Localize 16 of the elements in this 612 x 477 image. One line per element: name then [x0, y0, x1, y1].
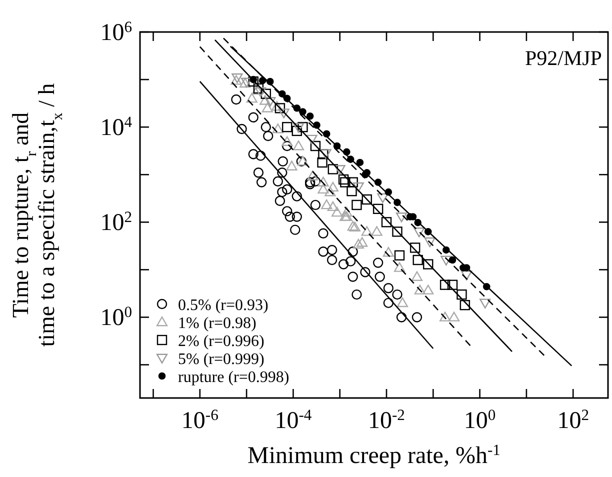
y-tick-label: 10$^{4}$: [100, 114, 132, 142]
x-tick-label: 10$^{-6}$: [181, 406, 219, 434]
y-tick-label: 10$^{2}$: [100, 208, 132, 236]
legend-label: rupture (r=0.998): [178, 369, 290, 386]
legend-label: 5% (r=0.999): [178, 351, 264, 368]
x-tick-label: 10$^{-2}$: [368, 406, 405, 434]
x-axis-title: Minimum creep rate, %h$^{-1}$: [248, 442, 500, 469]
legend-label: 2% (r=0.996): [178, 333, 264, 350]
x-tick-label: 10$^{0}$: [464, 406, 496, 434]
y-tick-label: 10$^{0}$: [100, 304, 132, 332]
legend-label: 1% (r=0.98): [178, 315, 256, 332]
x-tick-label: 10$^{2}$: [557, 406, 589, 434]
legend-label: 0.5% (r=0.93): [178, 297, 268, 314]
x-tick-label: 10$^{-4}$: [274, 406, 312, 434]
annotation: P92/MJP: [524, 46, 602, 70]
y-tick-label: 10$^{6}$: [100, 18, 132, 46]
